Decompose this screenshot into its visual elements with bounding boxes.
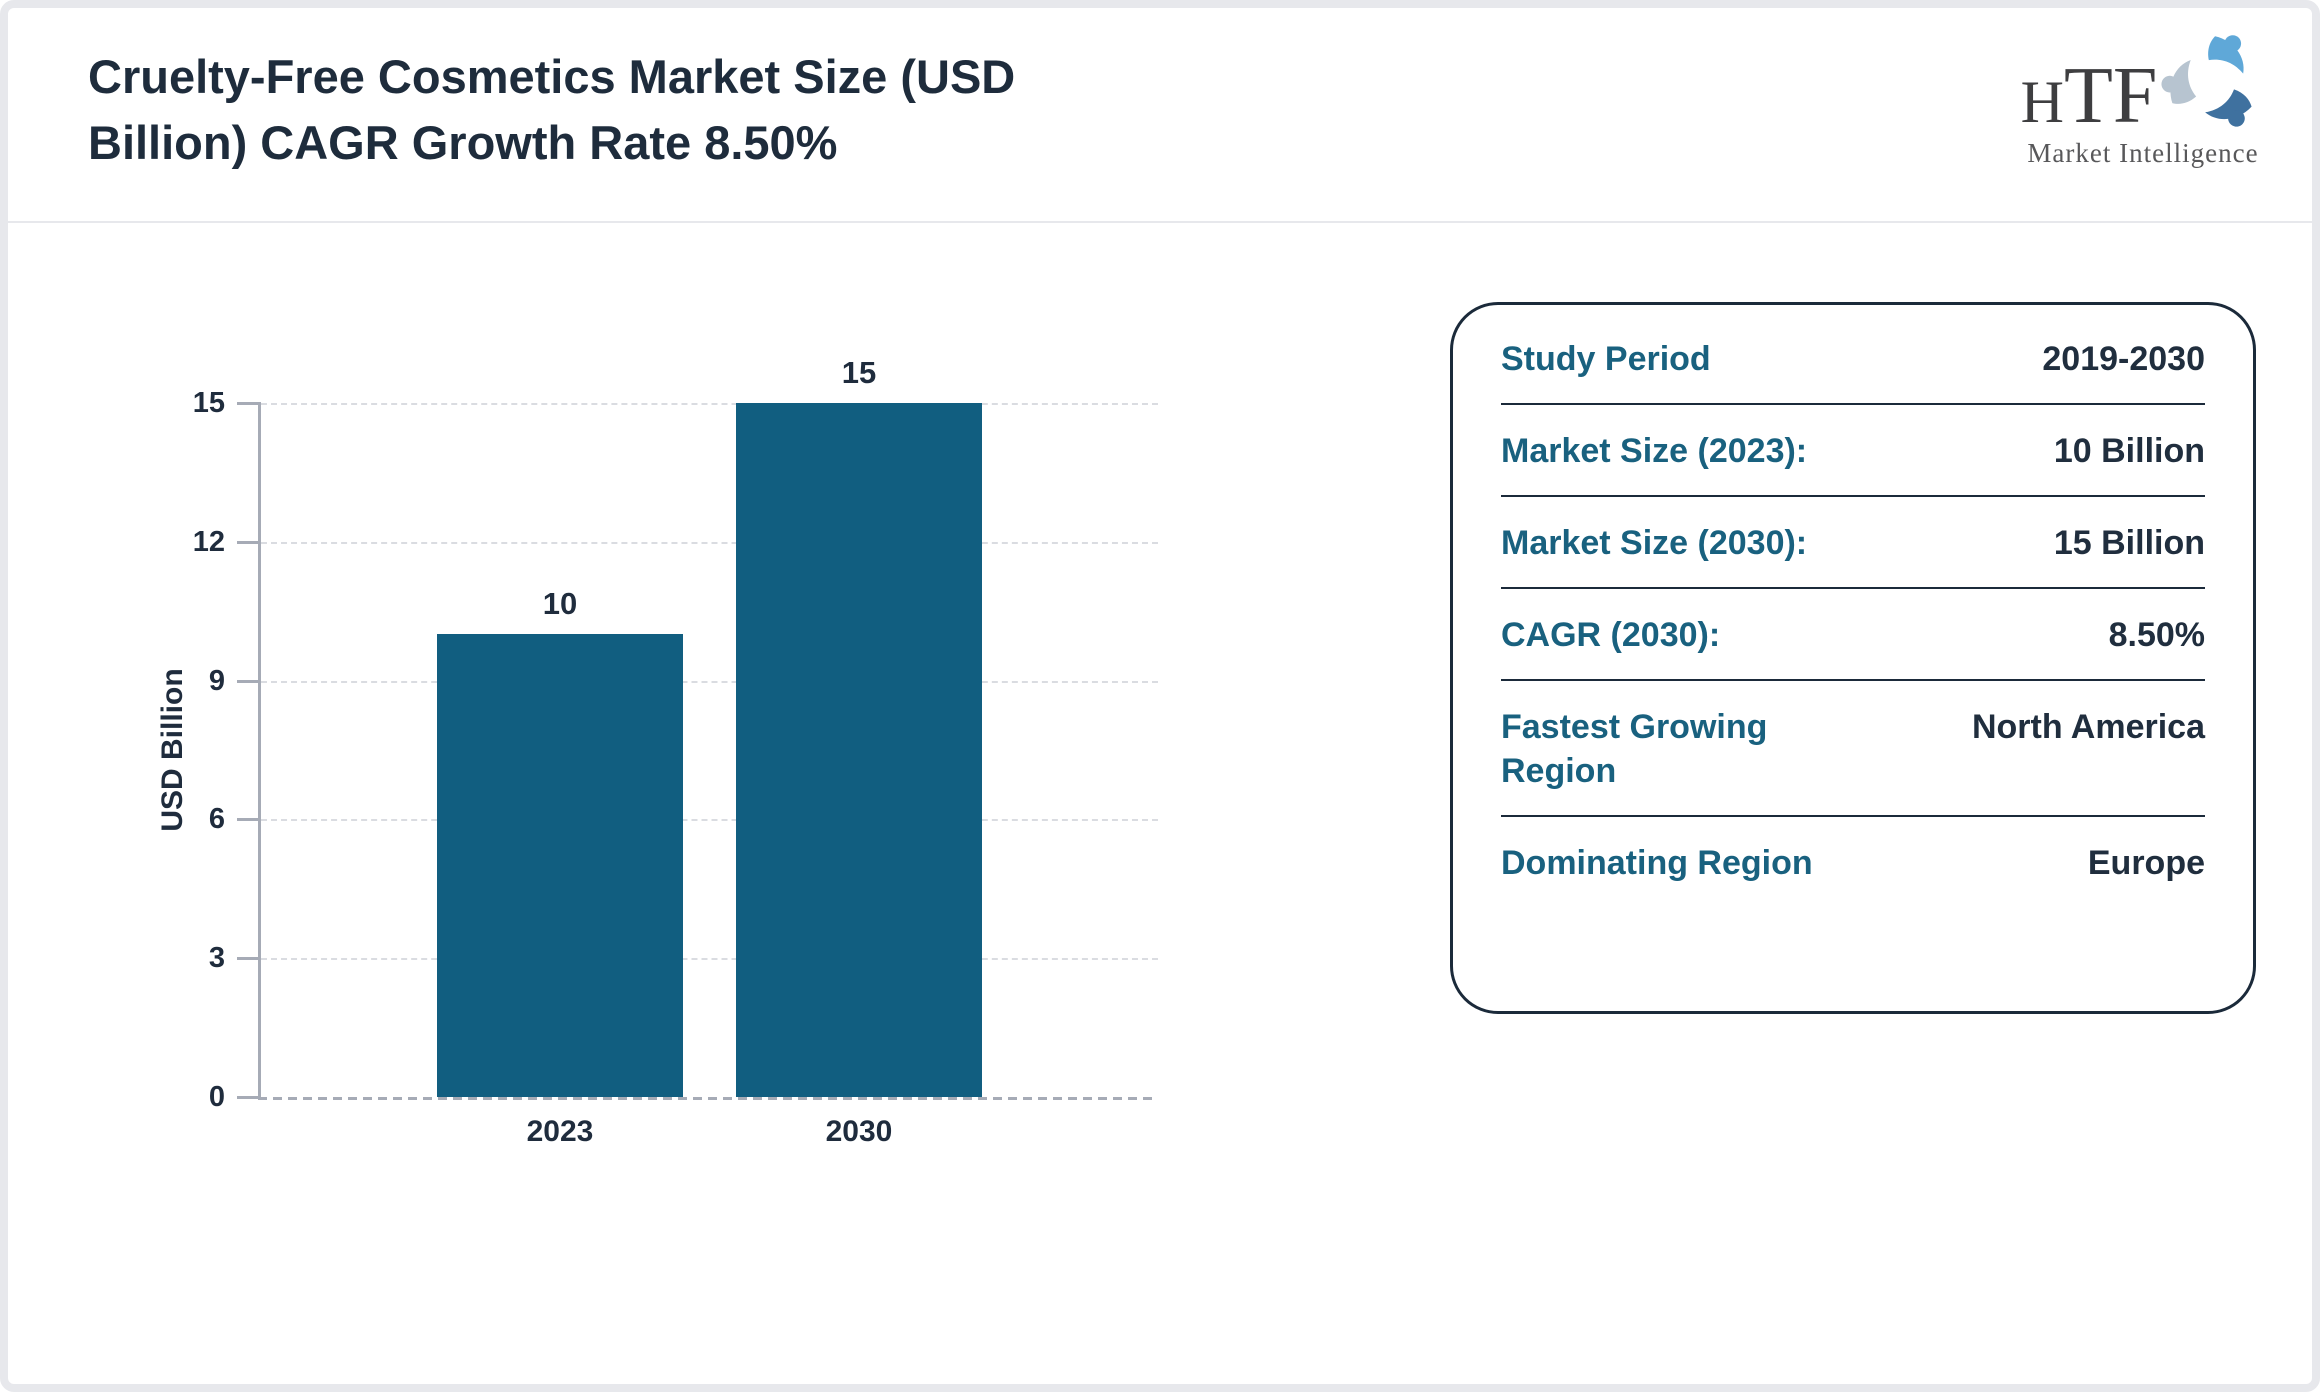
y-tick-label-0: 0 [208,1081,225,1113]
logo-subtitle: Market Intelligence [2027,138,2259,168]
logo-letter: F [2112,52,2158,140]
bar-2030 [736,403,982,1097]
y-tick-label-6: 6 [208,803,225,836]
logo-letter: H [2020,69,2064,135]
page-title: Cruelty-Free Cosmetics Market Size (USD … [88,50,1016,169]
x-axis-line [258,1097,1158,1100]
bar-value-label-2023: 10 [542,586,578,622]
y-tick-label-9: 9 [208,664,225,697]
y-tick-3 [237,957,261,961]
info-row: Dominating Region Europe [1501,817,2205,907]
bar-2023 [437,634,683,1097]
info-row-label: Dominating Region [1501,844,1813,882]
info-row: Study Period 2019-2030 [1501,313,2205,405]
x-tick-label-2023: 2023 [526,1115,594,1148]
gridline-3 [261,958,1158,961]
y-tick-15 [237,402,261,405]
y-tick-6 [237,818,261,822]
info-row-label: Fastest Growing Region [1501,708,1768,790]
y-tick-9 [237,679,261,683]
bar-value-label-2030: 15 [841,355,877,390]
info-row-label: Market Size (2023): [1501,432,1808,470]
info-row-value: Europe [2087,844,2205,882]
gridline-15 [261,403,1158,405]
y-tick-label-3: 3 [208,942,225,975]
info-row-value: 2019-2030 [2042,340,2205,378]
info-row-label: CAGR (2030): [1501,616,1721,654]
bar-chart: USD Billion 0 3 6 9 12 15 10 2023 15 2030 [156,355,1158,1148]
x-tick-label-2030: 2030 [825,1115,893,1148]
info-row-value: 15 Billion [2053,524,2205,562]
key-facts-panel: Study Period 2019-2030 Market Size (2023):… [1450,302,2256,1014]
info-row-label: Study Period [1501,340,1711,378]
gridline-6 [261,819,1158,822]
info-row-value: North America [1971,708,2205,746]
logo-letter: T [2063,52,2113,140]
gridline-12 [261,541,1158,544]
y-tick-label-15: 15 [192,387,225,419]
info-row: Market Size (2023): 10 Billion [1501,405,2205,497]
y-tick-label-12: 12 [192,525,225,558]
info-row-value: 10 Billion [2053,432,2205,470]
y-tick-12 [237,540,261,544]
y-tick-0 [237,1096,261,1099]
info-row: Market Size (2030): 15 Billion [1501,497,2205,589]
info-row: Fastest Growing Region North America [1501,681,2205,817]
header-divider [8,221,2312,223]
info-row-label: Market Size (2030): [1501,524,1808,562]
swirl-figures-icon [2161,35,2252,127]
gridline-9 [261,680,1158,683]
info-row: CAGR (2030): 8.50% [1501,589,2205,681]
info-row-value: 8.50% [2108,616,2205,654]
